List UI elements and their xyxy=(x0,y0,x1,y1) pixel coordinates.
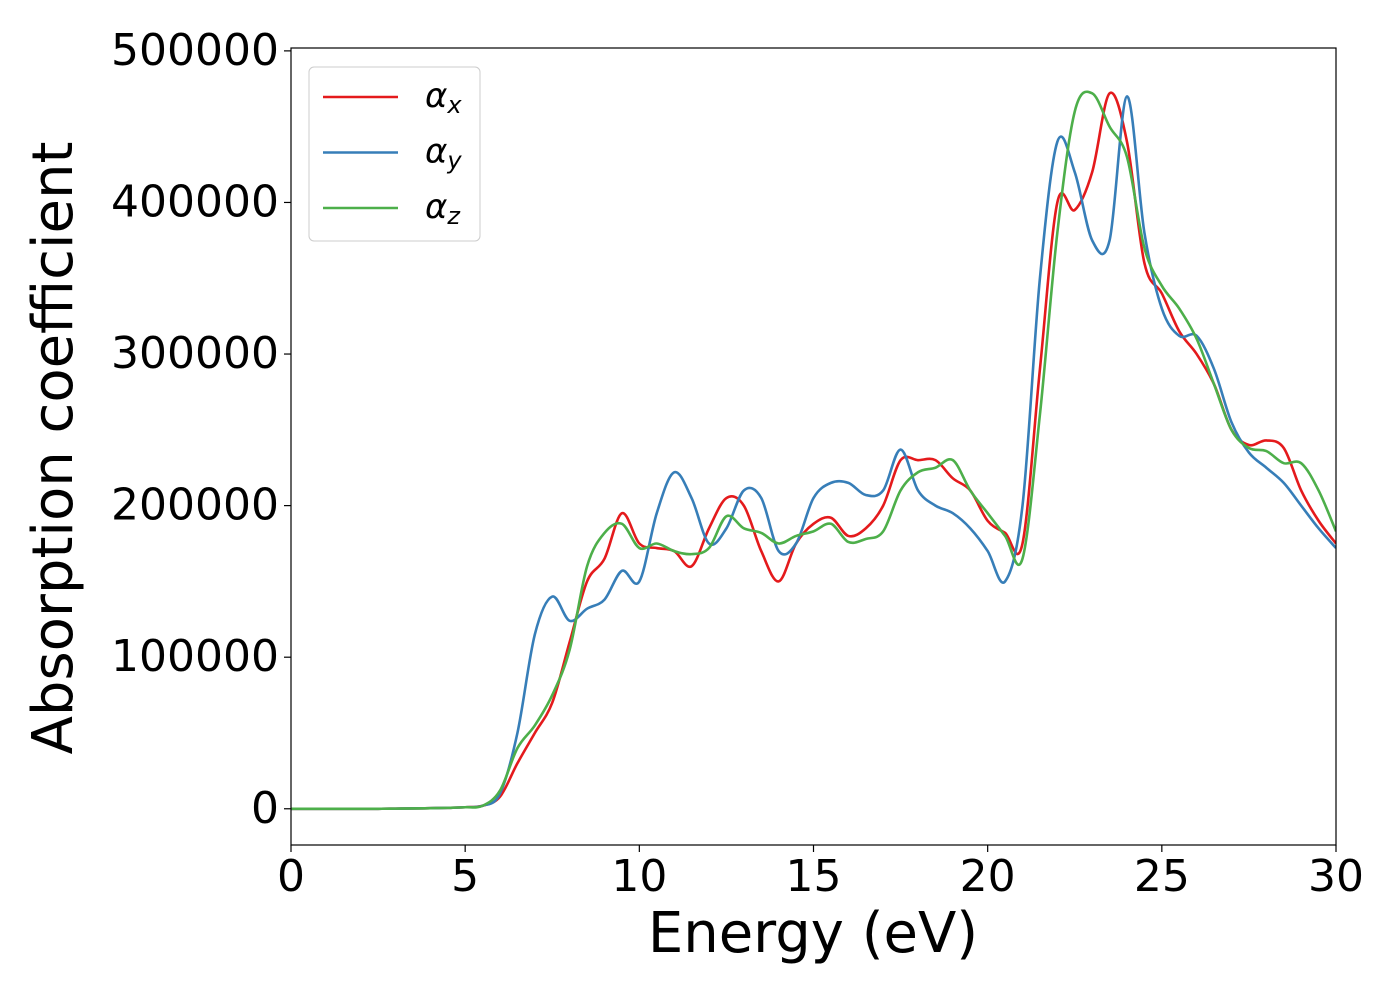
x-tick-label: 25 xyxy=(1134,851,1190,902)
x-axis-label: Energy (eV) xyxy=(648,901,978,966)
legend-box xyxy=(308,66,481,242)
x-tick-label: 10 xyxy=(611,851,667,902)
y-tick-label: 300000 xyxy=(111,328,279,379)
y-axis-label: Absorption coefficient xyxy=(21,142,86,755)
y-tick-label: 500000 xyxy=(111,25,279,76)
plot-frame xyxy=(290,47,1337,846)
legend-label: αy xyxy=(425,131,462,175)
x-tick-label: 0 xyxy=(277,851,305,902)
y-tick-label: 400000 xyxy=(111,176,279,227)
y-tick-label: 0 xyxy=(251,783,279,834)
data-line xyxy=(291,90,1336,811)
legend-label: αx xyxy=(425,76,462,120)
legend-label: αz xyxy=(425,187,461,231)
x-tick-label: 30 xyxy=(1308,851,1364,902)
x-tick-label: 20 xyxy=(960,851,1016,902)
x-tick-label: 5 xyxy=(451,851,479,902)
y-tick-label: 100000 xyxy=(111,631,279,682)
x-tick-label: 15 xyxy=(786,851,842,902)
y-tick-label: 200000 xyxy=(111,480,279,531)
